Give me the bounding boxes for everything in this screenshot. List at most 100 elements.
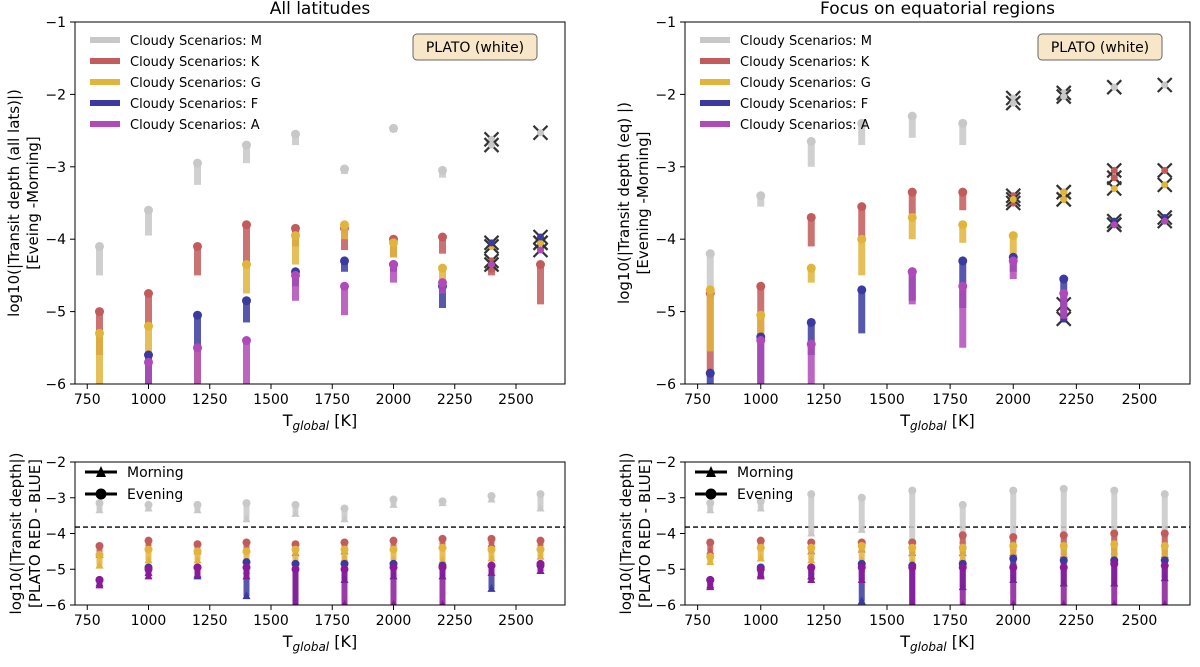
x-tick-label: 1500 bbox=[869, 392, 905, 408]
morning-marker bbox=[536, 503, 545, 512]
evening-marker bbox=[807, 490, 816, 499]
data-point bbox=[1110, 174, 1118, 182]
chart-panel-2: Focus on equatorial regions 750 1000 1250 15… bbox=[615, 0, 1191, 433]
data-point bbox=[144, 289, 153, 298]
data-point bbox=[242, 220, 251, 230]
y-tick-label: −4 bbox=[655, 232, 676, 248]
data-point bbox=[958, 220, 968, 230]
series-a bbox=[706, 559, 1169, 605]
data-point bbox=[806, 317, 816, 327]
x-axis-label-main: T bbox=[282, 632, 293, 651]
series-cloudy-scenarios-k bbox=[95, 220, 549, 356]
x-tick-label: 1000 bbox=[131, 392, 167, 408]
series-cloudy-scenarios-a bbox=[756, 213, 1173, 384]
morning-marker bbox=[487, 553, 496, 562]
series-cloudy-scenarios-m bbox=[95, 123, 549, 276]
morning-marker bbox=[958, 553, 967, 562]
legend-label: Cloudy Scenarios: F bbox=[130, 97, 258, 112]
x-tick-label: 750 bbox=[684, 613, 711, 629]
data-point bbox=[193, 310, 202, 320]
series-k bbox=[95, 534, 545, 558]
data-point bbox=[291, 129, 300, 139]
x-tick-label: 1250 bbox=[806, 392, 842, 408]
x-tick-label: 2500 bbox=[498, 392, 534, 408]
morning-marker bbox=[340, 514, 349, 523]
morning-marker bbox=[487, 583, 496, 592]
x-tick-label: 2250 bbox=[437, 392, 473, 408]
evening-marker bbox=[756, 497, 765, 506]
evening-marker bbox=[340, 504, 349, 513]
y-tick-label: −2 bbox=[655, 87, 676, 103]
morning-marker bbox=[1162, 600, 1168, 605]
chart-panel-3: 750 1000 1250 1500 1750 2000 2250 2500 −6 −5 −4 −3 −… bbox=[7, 453, 566, 654]
y-tick-label: −6 bbox=[45, 377, 66, 393]
y-axis-label-line: [PLATO RED - BLUE] bbox=[26, 459, 44, 608]
x-tick-label: 750 bbox=[74, 392, 101, 408]
x-axis-label-sub: global bbox=[293, 419, 330, 433]
x-axis-label: Tglobal [K] bbox=[899, 632, 974, 654]
x-tick-label: 2000 bbox=[376, 613, 412, 629]
y-tick-label: −6 bbox=[655, 598, 676, 614]
y-tick-label: −5 bbox=[655, 305, 676, 321]
data-point bbox=[536, 260, 545, 270]
data-point bbox=[95, 241, 104, 251]
data-point bbox=[907, 187, 917, 197]
data-point bbox=[438, 278, 447, 288]
data-point bbox=[537, 129, 544, 137]
data-point bbox=[857, 285, 867, 295]
evening-marker bbox=[144, 565, 153, 574]
evening-marker bbox=[242, 547, 251, 556]
y-tick-label: −4 bbox=[655, 527, 676, 543]
x-tick-label: 2000 bbox=[995, 392, 1031, 408]
morning-marker bbox=[857, 574, 866, 583]
series-cloudy-scenarios-a bbox=[144, 242, 549, 384]
evening-marker bbox=[1160, 490, 1169, 499]
series-cloudy-scenarios-g bbox=[95, 220, 549, 384]
data-point bbox=[438, 165, 447, 175]
legend-label: Cloudy Scenarios: G bbox=[740, 76, 871, 91]
data-point bbox=[340, 281, 349, 291]
series-a bbox=[95, 559, 545, 605]
data-point bbox=[1161, 81, 1169, 89]
data-point bbox=[907, 111, 917, 121]
plot-frame bbox=[684, 21, 1191, 385]
data-point bbox=[1008, 231, 1018, 241]
morning-marker bbox=[144, 555, 153, 564]
morning-marker bbox=[193, 505, 202, 514]
morning-marker bbox=[536, 566, 545, 575]
morning-marker bbox=[1061, 600, 1067, 605]
x-tick-label: 2500 bbox=[1122, 392, 1158, 408]
evening-marker bbox=[807, 563, 816, 572]
evening-marker bbox=[193, 563, 202, 572]
data-point bbox=[291, 270, 300, 280]
evening-marker bbox=[95, 542, 104, 551]
data-point bbox=[1060, 188, 1068, 196]
evening-marker bbox=[1059, 484, 1068, 493]
evening-marker bbox=[389, 495, 398, 504]
evening-marker bbox=[857, 493, 866, 502]
plot-area bbox=[75, 490, 565, 605]
y-tick-label: −4 bbox=[45, 232, 66, 248]
y-tick-label: −1 bbox=[655, 15, 676, 31]
x-tick-label: 1000 bbox=[131, 613, 167, 629]
morning-marker bbox=[340, 553, 349, 562]
y-tick-label: −6 bbox=[45, 598, 66, 614]
data-point bbox=[389, 238, 398, 248]
evening-marker bbox=[438, 497, 447, 506]
x-tick-label: 1750 bbox=[314, 392, 350, 408]
evening-marker bbox=[706, 552, 715, 561]
evening-marker bbox=[807, 543, 816, 552]
circle-icon bbox=[705, 488, 717, 500]
evening-marker bbox=[706, 575, 715, 584]
morning-marker bbox=[242, 571, 251, 580]
evening-marker bbox=[706, 499, 715, 508]
evening-marker bbox=[958, 531, 967, 540]
x-tick-label: 1750 bbox=[932, 392, 968, 408]
plot-frame bbox=[74, 21, 566, 385]
evening-marker bbox=[1110, 486, 1119, 495]
evening-marker bbox=[291, 545, 300, 554]
plot-area bbox=[685, 484, 1190, 605]
data-point bbox=[1059, 289, 1069, 298]
legend-label: Cloudy Scenarios: G bbox=[130, 76, 261, 91]
x-axis-label-unit: [K] bbox=[329, 411, 357, 430]
